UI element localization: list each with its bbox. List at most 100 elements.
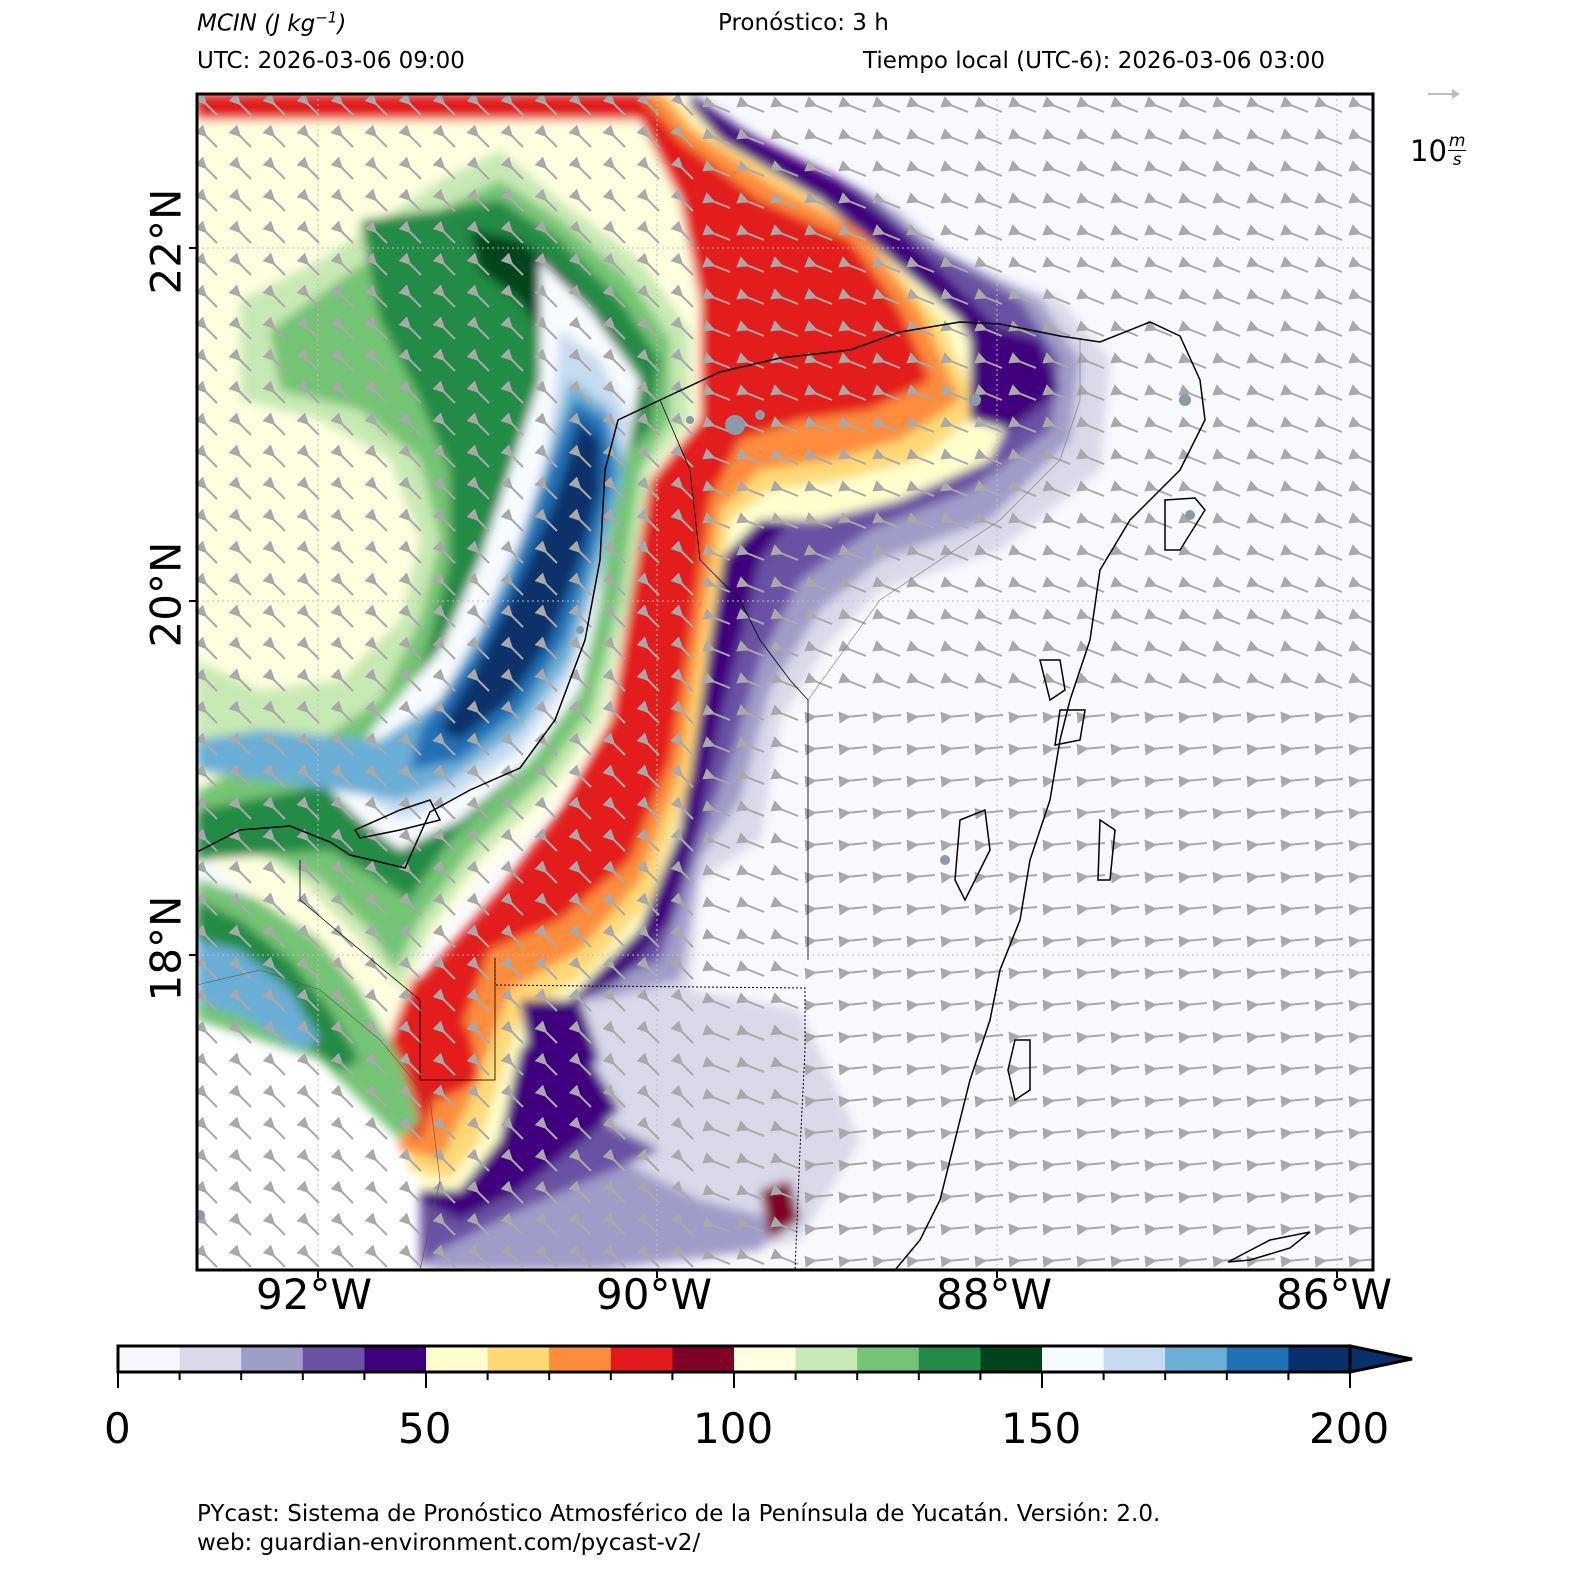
wind-vector (330, 94, 354, 116)
wind-vector (1212, 480, 1241, 497)
wind-vector (1144, 128, 1173, 145)
wind-vector (1178, 96, 1207, 113)
wind-vector (330, 476, 354, 500)
wind-vector (262, 924, 286, 948)
wind-vector (906, 999, 936, 1012)
wind-vector (804, 448, 833, 465)
wind-vector (906, 935, 936, 948)
wind-vector (330, 988, 354, 1012)
wind-vector (364, 476, 388, 500)
wind-vector (1212, 640, 1241, 657)
wind-vector (500, 252, 524, 276)
wind-vector (702, 832, 731, 849)
wind-vector (974, 608, 1003, 625)
wind-vector (804, 544, 833, 561)
wind-vector (1246, 743, 1276, 756)
wind-vector (872, 288, 901, 305)
wind-vector (1314, 384, 1343, 401)
wind-vector (398, 94, 422, 116)
wind-vector (670, 956, 694, 980)
wind-vector (398, 284, 422, 308)
wind-vector (1008, 256, 1037, 273)
wind-vector (1280, 576, 1309, 593)
wind-vector (364, 764, 388, 788)
wind-vector (330, 188, 354, 212)
wind-vector (500, 220, 524, 244)
wind-vector (1314, 711, 1344, 724)
forecast-label: Pronóstico: 3 h (718, 10, 889, 36)
wind-vector (1314, 775, 1344, 788)
wind-vector (262, 380, 286, 404)
colorbar-segment (1103, 1346, 1166, 1372)
wind-vector (432, 188, 456, 212)
wind-vector (398, 412, 422, 436)
wind-vector (228, 94, 252, 116)
wind-vector (974, 256, 1003, 273)
wind-vector (770, 256, 799, 273)
wind-vector (872, 384, 901, 401)
wind-vector (568, 444, 592, 468)
wind-vector (804, 256, 833, 273)
lon-label-92w: 92°W (256, 1270, 372, 1319)
wind-vector (364, 924, 388, 948)
wind-vector (1280, 775, 1310, 788)
wind-vector (736, 160, 765, 177)
wind-vector (1212, 352, 1241, 369)
wind-vector (262, 572, 286, 596)
wind-vector (736, 256, 765, 273)
wind-vector (1076, 256, 1105, 273)
wind-vector (466, 764, 490, 788)
wind-vector (262, 828, 286, 852)
wind-vector (296, 94, 320, 116)
wind-vector (906, 288, 935, 305)
wind-vector (1314, 640, 1343, 657)
wind-vector (838, 807, 868, 820)
wind-vector (804, 224, 833, 241)
wind-vector (1246, 967, 1276, 980)
wind-vector (568, 252, 592, 276)
wind-vector (1348, 935, 1373, 948)
wind-vector (466, 380, 490, 404)
wind-vector (1144, 871, 1174, 884)
wind-vector (804, 160, 833, 177)
wind-vector (568, 764, 592, 788)
wind-vector (1314, 871, 1344, 884)
wind-vector (228, 828, 252, 852)
wind-vector (636, 188, 660, 212)
wind-vector (466, 988, 490, 1012)
wind-vector (197, 988, 218, 1012)
wind-vector (636, 732, 660, 756)
wind-vector (1110, 544, 1139, 561)
wind-vector (1246, 448, 1275, 465)
wind-vector (432, 412, 456, 436)
wind-vector (1110, 640, 1139, 657)
wind-vector (197, 124, 218, 148)
wind-vector (228, 860, 252, 884)
wind-vector (1178, 544, 1207, 561)
wind-vector (1144, 416, 1173, 433)
wind-vector (1280, 672, 1309, 689)
wind-vector (872, 999, 902, 1012)
wind-vector (1076, 743, 1106, 756)
wind-vector (398, 124, 422, 148)
wind-vector (872, 839, 902, 852)
wind-vector (974, 192, 1003, 209)
colorbar-segment (918, 1346, 981, 1372)
wind-vector (568, 476, 592, 500)
wind-vector (1042, 839, 1072, 852)
wind-vector (1110, 192, 1139, 209)
wind-vector (534, 444, 558, 468)
wind-vector (398, 700, 422, 724)
wind-vector (534, 828, 558, 852)
wind-vector (872, 608, 901, 625)
wind-vector (1280, 448, 1309, 465)
wind-vector (872, 743, 902, 756)
wind-vector (296, 988, 320, 1012)
wind-vector (197, 956, 218, 980)
wind-vector (432, 540, 456, 564)
wind-vector (670, 412, 694, 436)
wind-vector (466, 636, 490, 660)
wind-vector (398, 988, 422, 1012)
wind-vector (1280, 384, 1309, 401)
wind-vector (670, 988, 694, 1012)
